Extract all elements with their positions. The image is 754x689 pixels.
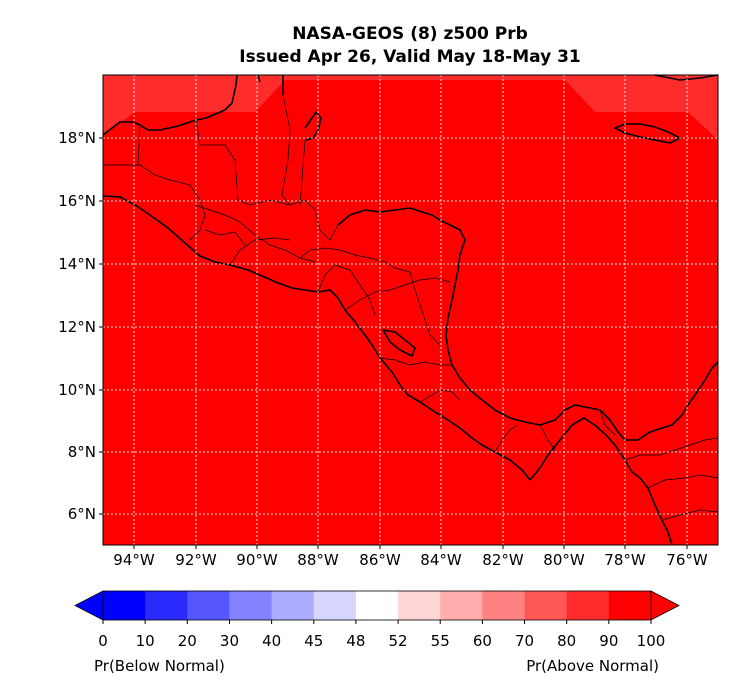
lat-tick-label: 8°N — [68, 443, 96, 461]
lat-tick-label: 18°N — [58, 129, 96, 147]
lon-tick-label: 76°W — [666, 551, 708, 569]
colorbar-tick-label: 0 — [98, 632, 108, 650]
map-fill — [103, 75, 718, 545]
colorbar-swatch — [355, 591, 399, 620]
colorbar-swatch — [313, 591, 357, 620]
colorbar-tick-label: 100 — [637, 632, 666, 650]
colorbar-tick-label: 48 — [346, 632, 365, 650]
lat-tick-label: 10°N — [58, 381, 96, 399]
colorbar-swatch — [229, 591, 273, 620]
admin-borders — [103, 94, 719, 521]
colorbar-tick-label: 52 — [389, 632, 408, 650]
colorbar-swatch — [187, 591, 230, 620]
colorbar-swatch — [271, 591, 315, 620]
colorbar-swatch — [482, 591, 526, 620]
lon-tick-label: 82°W — [482, 551, 524, 569]
lon-tick-label: 80°W — [543, 551, 585, 569]
colorbar-extend-high — [650, 590, 680, 621]
colorbar-swatch — [440, 591, 483, 620]
lon-tick-label: 78°W — [604, 551, 646, 569]
colorbar-tick-label: 70 — [515, 632, 534, 650]
map-panel — [102, 74, 719, 546]
lon-tick-label: 92°W — [175, 551, 217, 569]
lat-tick-label: 16°N — [58, 192, 96, 210]
colorbar-tick-label: 20 — [178, 632, 197, 650]
colorbar-tick-label: 90 — [599, 632, 618, 650]
map-frame — [102, 74, 719, 546]
colorbar-tick-label: 55 — [431, 632, 450, 650]
lon-tick-label: 94°W — [113, 551, 155, 569]
lat-tick-label: 14°N — [58, 255, 96, 273]
colorbar — [74, 590, 680, 621]
map-title-line1: NASA-GEOS (8) z500 Prb — [292, 24, 528, 44]
lon-tick-label: 88°W — [297, 551, 339, 569]
colorbar-left-label: Pr(Below Normal) — [94, 657, 225, 675]
colorbar-tick-label: 80 — [557, 632, 576, 650]
colorbar-extend-low — [74, 590, 104, 621]
colorbar-frame — [102, 590, 652, 621]
colorbar-swatch — [524, 591, 568, 620]
gridlines — [103, 75, 718, 545]
colorbar-tick-label: 60 — [473, 632, 492, 650]
colorbar-swatch — [566, 591, 610, 620]
lat-tick-labels: 18°N 16°N 14°N 12°N 10°N 8°N 6°N — [58, 129, 103, 523]
colorbar-swatch — [398, 591, 441, 620]
lat-tick-label: 12°N — [58, 318, 96, 336]
colorbar-swatch — [145, 591, 188, 620]
colorbar-swatch — [103, 591, 146, 620]
colorbar-tick-label: 30 — [220, 632, 239, 650]
colorbar-right-label: Pr(Above Normal) — [526, 657, 659, 675]
colorbar-tick-label: 40 — [262, 632, 281, 650]
colorbar-tick-label: 10 — [136, 632, 155, 650]
map-title-line2: Issued Apr 26, Valid May 18-May 31 — [239, 47, 581, 67]
lon-tick-label: 84°W — [420, 551, 462, 569]
colorbar-tick-labels: 0 10 20 30 40 45 48 52 55 60 70 80 90 100 — [98, 620, 665, 650]
lon-tick-label: 90°W — [236, 551, 278, 569]
lon-tick-labels: 94°W 92°W 90°W 88°W 86°W 84°W 82°W 80°W 78°W 76°W — [113, 545, 708, 569]
lat-tick-label: 6°N — [68, 505, 96, 523]
lon-tick-label: 86°W — [359, 551, 401, 569]
coastlines — [102, 74, 719, 546]
colorbar-tick-label: 45 — [304, 632, 323, 650]
colorbar-swatch — [608, 591, 652, 620]
